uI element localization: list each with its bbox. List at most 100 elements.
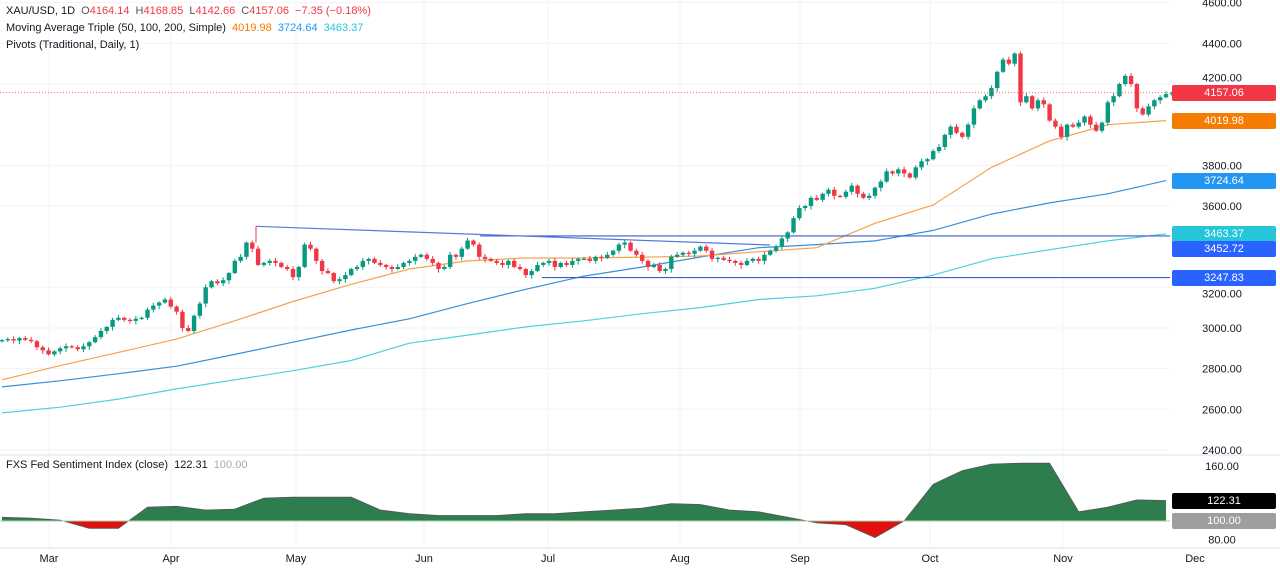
candle (622, 239, 627, 249)
candle (727, 257, 732, 263)
candle-body (826, 189, 831, 194)
candle (319, 258, 325, 275)
candle-body (541, 262, 546, 265)
candle-body (983, 96, 988, 101)
candle (971, 105, 977, 129)
candle (698, 245, 703, 252)
candle (564, 260, 569, 267)
candle (552, 258, 558, 271)
candle-body (378, 262, 383, 265)
candle (919, 158, 924, 171)
candle (558, 261, 563, 269)
candle-body (1134, 84, 1140, 109)
candle (849, 182, 854, 195)
sentiment-base: 100.00 (213, 459, 248, 471)
candle (284, 264, 290, 272)
candle-body (605, 254, 610, 258)
candle (349, 267, 354, 277)
candle (1105, 100, 1110, 126)
candle-body (81, 346, 86, 350)
candle-body (733, 260, 738, 263)
candle (599, 254, 604, 262)
sentiment-area-positive (2, 463, 1166, 521)
candle-body (750, 258, 755, 261)
candle-body (814, 197, 819, 200)
candle-body (965, 124, 971, 137)
candle (127, 317, 133, 324)
candle-body (960, 132, 965, 137)
candle (1000, 57, 1006, 74)
candle-body (564, 262, 569, 265)
candle (156, 301, 162, 310)
candle (756, 256, 761, 264)
candle-body (535, 264, 540, 272)
candle (878, 179, 884, 192)
candle-body (779, 238, 785, 247)
candle (1140, 106, 1145, 116)
candle-body (791, 218, 796, 233)
candle (424, 252, 430, 261)
candle (942, 133, 948, 150)
candle (1018, 51, 1023, 106)
candle (785, 231, 790, 243)
candle-body (727, 259, 732, 262)
candle (273, 258, 278, 267)
candle-body (1047, 104, 1052, 121)
change-value: −7.35 (−0.18%) (295, 5, 371, 17)
candle-body (215, 281, 220, 284)
candle (40, 345, 45, 354)
candle (430, 255, 435, 266)
candle-body (843, 191, 849, 197)
low-label: L (189, 5, 196, 17)
candle (861, 191, 866, 200)
candle-body (110, 319, 115, 327)
candle (709, 247, 715, 262)
candle-body (174, 306, 179, 312)
candle-body (657, 264, 662, 272)
candle-body (622, 242, 627, 245)
candle (651, 262, 657, 269)
candle (63, 343, 69, 352)
candle-body (482, 256, 488, 259)
candle-body (302, 244, 307, 267)
candle (395, 264, 400, 271)
candle (925, 158, 930, 165)
candle (901, 166, 907, 178)
candle-body (296, 266, 302, 278)
y-tick-label: 4600.00 (1202, 0, 1242, 10)
candle-body (599, 256, 604, 259)
candle (23, 336, 28, 341)
candle (1152, 99, 1157, 110)
sentiment-legend: FXS Fed Sentiment Index (close) 122.31 1… (6, 459, 250, 471)
candle (354, 264, 360, 272)
candle-body (680, 252, 686, 255)
candle (145, 307, 150, 320)
candle (436, 261, 441, 273)
candle (605, 251, 610, 260)
candle-body (471, 240, 476, 245)
candle (290, 266, 296, 280)
candle-body (558, 262, 563, 267)
candle (46, 347, 51, 356)
sentiment-tag: 122.31 (1172, 492, 1276, 509)
candle (1123, 73, 1128, 87)
candle-body (1111, 96, 1116, 103)
candle-body (936, 147, 942, 152)
candle-body (768, 250, 773, 255)
candle-body (267, 260, 272, 263)
candle-body (395, 266, 400, 270)
ma100-line (1, 180, 1167, 388)
candle-body (704, 246, 709, 251)
candle (261, 261, 267, 267)
candle (191, 314, 197, 334)
candle-body (40, 347, 45, 351)
candle (1024, 93, 1029, 104)
candle-body (453, 254, 459, 257)
candle (779, 235, 785, 250)
price-tag: 3452.72 (1172, 240, 1276, 257)
x-tick-label: Aug (670, 553, 690, 565)
candle-body (1163, 94, 1169, 98)
candle-body (1128, 75, 1134, 84)
y-tick-label: 4200.00 (1202, 73, 1242, 85)
